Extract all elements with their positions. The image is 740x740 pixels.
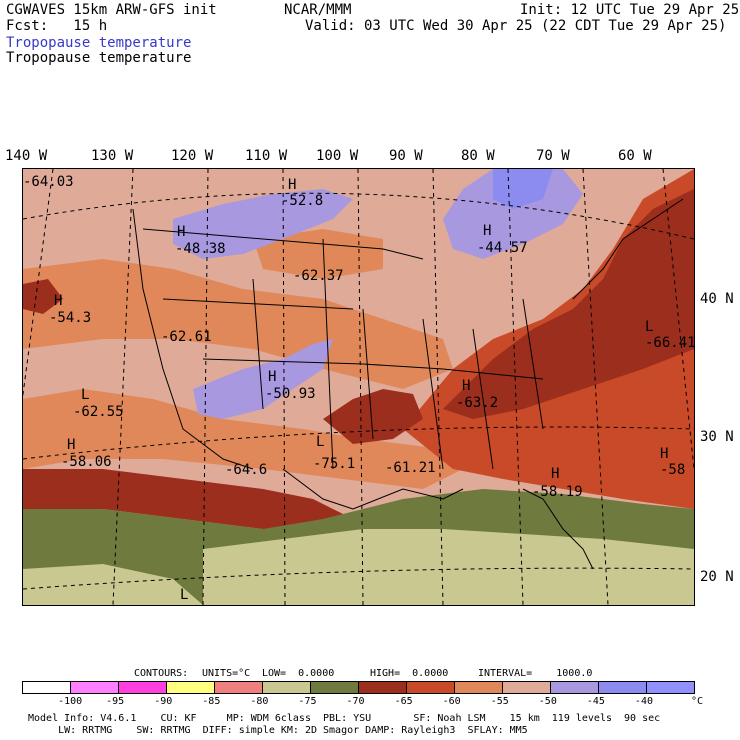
map-label-value: -48.38: [175, 241, 226, 257]
map-label-letter: H: [551, 466, 560, 482]
lon-label: 60 W: [618, 148, 652, 164]
lon-label: 120 W: [171, 148, 214, 164]
map-graphic: [12, 168, 695, 606]
map-label-value: -62.55: [73, 404, 124, 420]
map-label-letter: L: [180, 587, 189, 603]
map-label-value: -64.03: [23, 174, 74, 190]
colorbar-swatch: [167, 682, 215, 693]
colorbar-swatch: [311, 682, 359, 693]
colorbar-tick-label: -95: [106, 696, 125, 707]
colorbar-tick-label: -65: [394, 696, 413, 707]
colorbar-swatch: [119, 682, 167, 693]
lon-label: 70 W: [536, 148, 570, 164]
colorbar-tick-label: -90: [154, 696, 173, 707]
colorbar-tick-label: -80: [250, 696, 269, 707]
forecast-hour: Fcst: 15 h: [6, 18, 108, 34]
lon-label: 100 W: [316, 148, 359, 164]
colorbar-tick-label: -60: [442, 696, 461, 707]
colorbar-tick-label: -40: [634, 696, 653, 707]
map-label-letter: L: [316, 434, 325, 450]
map-label-value: -50.93: [265, 386, 316, 402]
colorbar-swatch: [359, 682, 407, 693]
map-label-value: -58.06: [61, 454, 112, 470]
contours-label: CONTOURS:: [134, 668, 189, 679]
colorbar-swatch: [23, 682, 71, 693]
colorbar-swatch: [407, 682, 455, 693]
map-label-value: -61.21: [385, 460, 436, 476]
init-time: Init: 12 UTC Tue 29 Apr 25: [520, 2, 740, 18]
map-label-letter: L: [645, 319, 654, 335]
map-label-value: -75.1: [313, 456, 356, 472]
map-label-letter: H: [268, 369, 277, 385]
map-label-letter: H: [54, 293, 63, 309]
colorbar-swatch: [263, 682, 311, 693]
low-label: LOW= 0.0000: [262, 668, 335, 679]
lon-label: 110 W: [245, 148, 288, 164]
colorbar-swatch: [551, 682, 599, 693]
map-label-value: -44.57: [477, 240, 528, 256]
map-label-value: -63.2: [456, 395, 499, 411]
map-label-letter: H: [483, 223, 492, 239]
map-label-value: -62.61: [161, 329, 212, 345]
colorbar-tick-label: -85: [202, 696, 221, 707]
map-label-letter: H: [67, 437, 76, 453]
map-label-letter: H: [177, 224, 186, 240]
high-label: HIGH= 0.0000: [370, 668, 449, 679]
map-label-letter: H: [660, 446, 669, 462]
colorbar-tick-label: -50: [538, 696, 557, 707]
colorbar-tick-label: -100: [58, 696, 83, 707]
colorbar-tick-label: -70: [346, 696, 365, 707]
colorbar-swatch: [455, 682, 503, 693]
colorbar-tick-label: -75: [298, 696, 317, 707]
field-title-contour: Tropopause temperature: [6, 50, 192, 66]
map-label-letter: H: [288, 177, 297, 193]
model-info-line: Model Info: V4.6.1 CU: KF MP: WDM 6class…: [28, 713, 661, 724]
colorbar-tick-label: -45: [586, 696, 605, 707]
valid-time: Valid: 03 UTC Wed 30 Apr 25 (22 CDT Tue …: [305, 18, 727, 34]
field-title-shaded: Tropopause temperature: [6, 35, 192, 51]
organization-label: NCAR/MMM: [284, 2, 352, 18]
lat-label: 20 N: [700, 569, 734, 585]
lon-label: 130 W: [91, 148, 134, 164]
physics-info-line: LW: RRTMG SW: RRTMG DIFF: simple KM: 2D …: [28, 725, 528, 736]
map-label-value: -64.6: [225, 462, 268, 478]
lon-label: 80 W: [461, 148, 495, 164]
colorbar-tick-label: °C: [691, 696, 704, 707]
map-label-value: -58.19: [532, 484, 583, 500]
map-label-value: -58: [660, 462, 686, 478]
colorbar-swatch: [503, 682, 551, 693]
units-label: UNITS=°C: [202, 668, 251, 679]
colorbar-tick-label: -55: [490, 696, 509, 707]
colorbar-swatch: [599, 682, 647, 693]
map-label-letter: L: [81, 387, 90, 403]
lon-label: 90 W: [389, 148, 423, 164]
map-label-letter: H: [462, 378, 471, 394]
map-label-value: -62.37: [293, 268, 344, 284]
lat-label: 40 N: [700, 291, 734, 307]
lat-label: 30 N: [700, 429, 734, 445]
colorbar-swatch: [71, 682, 119, 693]
tropopause-temperature-map: -64.03 H -52.8 H -48.38 H -44.57 -62.37 …: [12, 168, 696, 606]
interval-label: INTERVAL= 1000.0: [478, 668, 593, 679]
colorbar-swatch: [647, 682, 694, 693]
colorbar-swatch: [215, 682, 263, 693]
map-label-value: -54.3: [49, 310, 92, 326]
model-title: CGWAVES 15km ARW-GFS init: [6, 2, 217, 18]
map-label-value: -52.8: [281, 193, 324, 209]
map-label-value: -66.41: [645, 335, 696, 351]
colorbar: [22, 681, 695, 694]
lon-label: 140 W: [5, 148, 48, 164]
